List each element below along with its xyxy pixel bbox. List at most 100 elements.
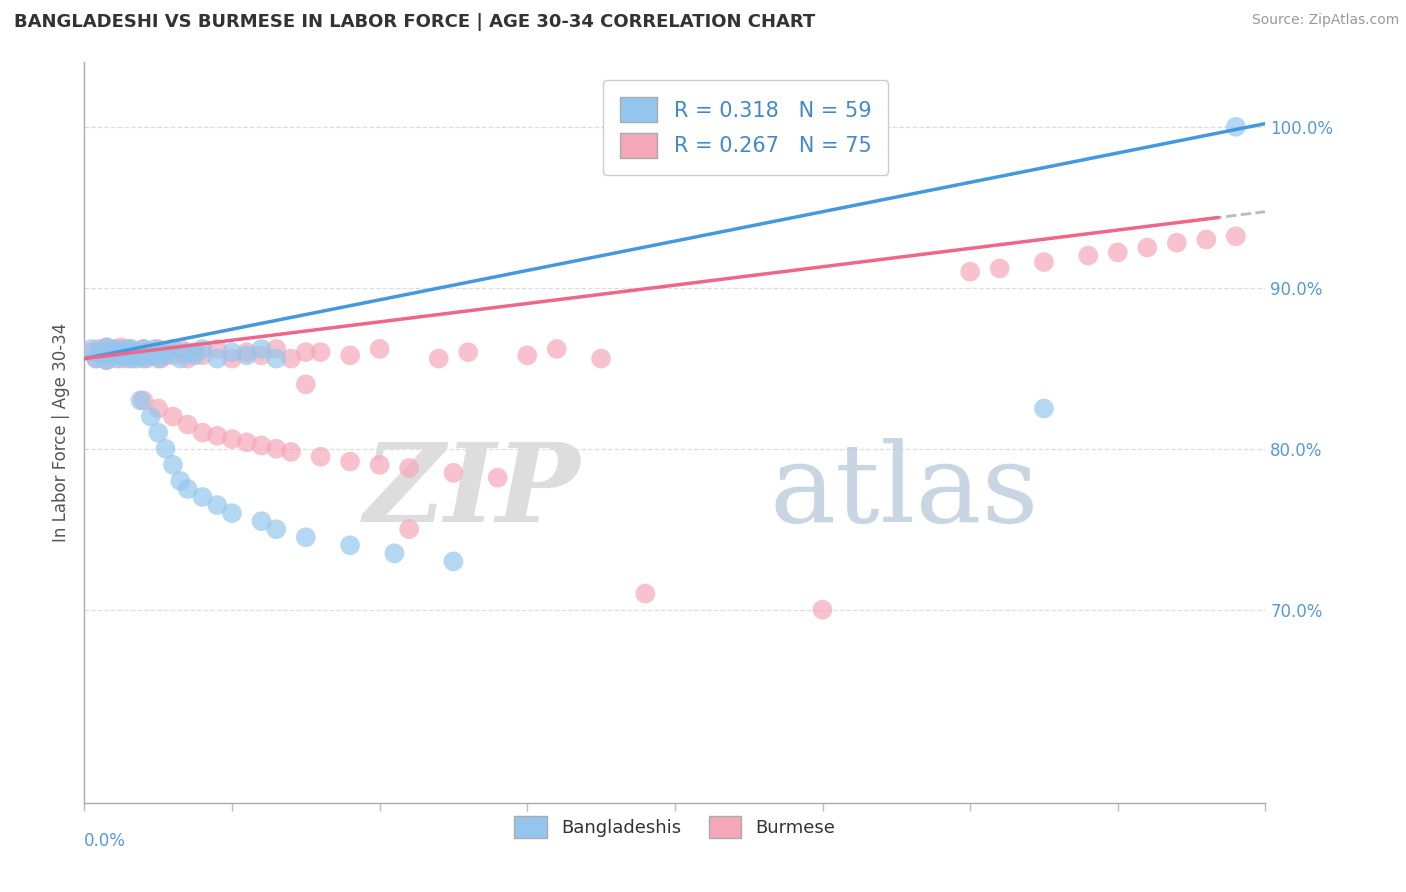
Point bbox=[443, 554, 465, 568]
Point bbox=[1033, 255, 1056, 269]
Point bbox=[221, 432, 243, 446]
Text: ZIP: ZIP bbox=[364, 438, 581, 546]
Point bbox=[132, 351, 155, 366]
Point bbox=[177, 351, 200, 366]
Point bbox=[221, 351, 243, 366]
Point bbox=[516, 348, 538, 362]
Point bbox=[486, 471, 509, 485]
Point bbox=[87, 342, 111, 356]
Point bbox=[280, 351, 302, 366]
Point bbox=[84, 351, 107, 366]
Point bbox=[266, 351, 288, 366]
Point bbox=[139, 345, 162, 359]
Point bbox=[125, 351, 148, 366]
Point bbox=[162, 348, 184, 362]
Point bbox=[207, 342, 229, 356]
Point bbox=[84, 351, 107, 366]
Point bbox=[129, 348, 152, 362]
Point bbox=[207, 429, 229, 443]
Point bbox=[91, 348, 114, 362]
Point bbox=[110, 345, 132, 359]
Point bbox=[148, 351, 170, 366]
Point bbox=[135, 351, 157, 366]
Point bbox=[125, 345, 148, 359]
Point bbox=[118, 342, 141, 356]
Point bbox=[150, 345, 173, 359]
Point bbox=[162, 342, 184, 356]
Point bbox=[103, 348, 125, 362]
Point bbox=[184, 345, 207, 359]
Point bbox=[155, 345, 177, 359]
Point bbox=[236, 345, 259, 359]
Point bbox=[1136, 241, 1159, 255]
Point bbox=[250, 342, 273, 356]
Point bbox=[368, 458, 391, 472]
Point bbox=[118, 348, 141, 362]
Point bbox=[207, 498, 229, 512]
Point bbox=[118, 348, 141, 362]
Point bbox=[87, 345, 111, 359]
Point bbox=[100, 345, 122, 359]
Point bbox=[162, 458, 184, 472]
Point bbox=[457, 345, 479, 359]
Point bbox=[129, 393, 152, 408]
Point bbox=[118, 351, 141, 366]
Point bbox=[110, 340, 132, 354]
Point bbox=[191, 490, 214, 504]
Point bbox=[96, 353, 118, 368]
Point bbox=[177, 417, 200, 432]
Point bbox=[1166, 235, 1188, 250]
Point bbox=[250, 348, 273, 362]
Point bbox=[103, 348, 125, 362]
Point bbox=[105, 351, 128, 366]
Point bbox=[398, 522, 420, 536]
Point bbox=[169, 342, 191, 356]
Point bbox=[811, 602, 834, 616]
Point bbox=[96, 353, 118, 368]
Point bbox=[121, 351, 143, 366]
Point bbox=[91, 348, 114, 362]
Text: atlas: atlas bbox=[769, 438, 1039, 545]
Point bbox=[96, 340, 118, 354]
Point bbox=[110, 351, 132, 366]
Point bbox=[139, 348, 162, 362]
Text: BANGLADESHI VS BURMESE IN LABOR FORCE | AGE 30-34 CORRELATION CHART: BANGLADESHI VS BURMESE IN LABOR FORCE | … bbox=[14, 13, 815, 31]
Point bbox=[121, 342, 143, 356]
Point bbox=[339, 538, 361, 552]
Point bbox=[309, 450, 332, 464]
Point bbox=[959, 265, 981, 279]
Point bbox=[135, 345, 157, 359]
Point bbox=[114, 345, 136, 359]
Point bbox=[80, 345, 103, 359]
Point bbox=[295, 377, 318, 392]
Point bbox=[148, 425, 170, 440]
Point bbox=[143, 348, 166, 362]
Point bbox=[1225, 229, 1247, 244]
Text: 0.0%: 0.0% bbox=[84, 832, 127, 850]
Point bbox=[207, 351, 229, 366]
Point bbox=[427, 351, 450, 366]
Point bbox=[382, 546, 406, 560]
Point bbox=[988, 261, 1011, 276]
Point bbox=[118, 345, 141, 359]
Point bbox=[1195, 232, 1218, 246]
Point bbox=[339, 348, 361, 362]
Point bbox=[155, 348, 177, 362]
Point bbox=[105, 342, 128, 356]
Point bbox=[110, 348, 132, 362]
Point bbox=[125, 345, 148, 359]
Point bbox=[309, 345, 332, 359]
Point bbox=[155, 442, 177, 456]
Point bbox=[236, 348, 259, 362]
Point bbox=[191, 342, 214, 356]
Point bbox=[295, 345, 318, 359]
Point bbox=[103, 342, 125, 356]
Point bbox=[266, 442, 288, 456]
Point bbox=[177, 345, 200, 359]
Point bbox=[443, 466, 465, 480]
Point bbox=[162, 409, 184, 424]
Point bbox=[100, 345, 122, 359]
Point bbox=[132, 393, 155, 408]
Point bbox=[250, 514, 273, 528]
Point bbox=[280, 445, 302, 459]
